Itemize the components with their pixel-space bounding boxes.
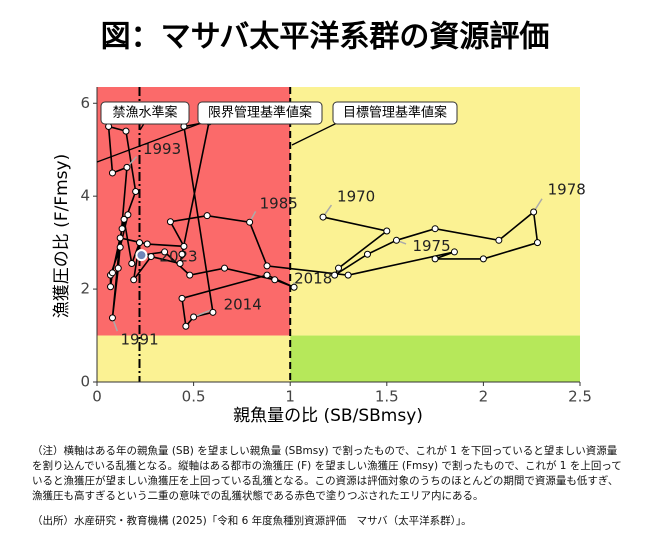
data-point — [176, 260, 184, 268]
x-tick-label: 2 — [479, 388, 489, 406]
data-point — [450, 248, 458, 256]
data-point — [263, 262, 271, 270]
data-point — [136, 239, 144, 247]
note: （注）横軸はある年の親魚量 (SB) を望ましい親魚量 (SBmsy) で割った… — [32, 445, 622, 502]
data-point — [431, 225, 439, 233]
data-point — [392, 236, 400, 244]
data-point — [186, 271, 194, 279]
year-label: 1970 — [337, 188, 375, 206]
year-label: 1985 — [260, 195, 298, 213]
source: （出所）水産研究・教育機構 (2025)「令和 6 年度魚種別資源評価 マサバ（… — [32, 515, 472, 527]
data-point — [132, 188, 140, 196]
label-box — [197, 101, 323, 125]
reference-label: 禁漁水準案 — [112, 105, 177, 121]
zone-yellow — [97, 335, 291, 382]
y-tick-label: 2 — [80, 280, 90, 298]
data-point — [319, 213, 327, 221]
data-point — [124, 211, 132, 219]
label-box — [100, 101, 190, 125]
data-point — [135, 249, 148, 262]
y-tick-label: 4 — [80, 187, 90, 205]
data-point — [246, 218, 254, 226]
data-point — [108, 269, 116, 277]
data-point — [120, 215, 128, 223]
data-point — [331, 271, 339, 279]
x-tick-label: 2.5 — [568, 388, 592, 406]
data-point — [431, 255, 439, 263]
data-point — [221, 264, 229, 272]
data-point — [530, 208, 538, 216]
data-point — [108, 169, 116, 177]
data-point — [178, 294, 186, 302]
data-point — [178, 250, 186, 258]
data-point — [123, 163, 131, 171]
data-point — [495, 236, 503, 244]
data-point — [128, 260, 136, 268]
y-tick-label: 0 — [80, 373, 90, 391]
chart-title: 図：マサバ太平洋系群の資源評価 — [101, 20, 550, 55]
data-point — [116, 234, 124, 242]
reference-label: 目標管理基準値案 — [343, 105, 447, 121]
data-point — [383, 227, 391, 235]
year-label: 1975 — [412, 237, 450, 255]
data-point — [182, 322, 190, 330]
y-tick-label: 6 — [80, 94, 90, 112]
chart: 図：マサバ太平洋系群の資源評価 親魚量の比 (SB/SBmsy) 漁獲圧の比 (… — [52, 20, 592, 427]
label-box — [332, 101, 458, 125]
data-point — [335, 264, 342, 272]
data-point — [147, 253, 155, 261]
reference-label: 限界管理基準値案 — [208, 105, 312, 121]
data-point — [130, 276, 138, 284]
data-point — [290, 283, 298, 291]
year-label: 1993 — [143, 140, 181, 158]
data-point — [363, 250, 371, 258]
year-label: 2014 — [224, 295, 262, 313]
zone-green — [290, 335, 580, 382]
data-point — [479, 255, 487, 263]
data-point — [190, 313, 198, 321]
data-point — [166, 218, 174, 226]
x-axis-label: 親魚量の比 (SB/SBmsy) — [233, 406, 423, 426]
y-axis-label: 漁獲圧の比 (F/Fmsy) — [52, 154, 72, 318]
x-tick-label: 0 — [92, 388, 102, 406]
data-point — [143, 240, 151, 248]
data-point — [203, 212, 211, 220]
data-point — [161, 248, 169, 256]
data-point — [271, 276, 279, 284]
data-point — [209, 308, 217, 316]
label-leader — [291, 121, 340, 146]
x-tick-label: 1 — [285, 388, 295, 406]
year-label: 2018 — [294, 270, 332, 288]
data-point — [118, 225, 126, 233]
data-point — [108, 314, 116, 322]
data-point — [107, 283, 115, 291]
data-point — [114, 264, 122, 272]
data-point — [263, 271, 271, 279]
label-leader — [96, 121, 205, 163]
data-point — [533, 239, 541, 247]
data-point — [122, 127, 130, 135]
year-label: 1991 — [120, 330, 158, 348]
year-label: 1978 — [548, 180, 586, 198]
data-point — [180, 242, 188, 250]
x-tick-label: 1.5 — [375, 388, 399, 406]
x-tick-label: 0.5 — [182, 388, 206, 406]
data-point — [344, 271, 352, 279]
year-label: 2023 — [159, 248, 197, 266]
data-point — [116, 243, 124, 251]
